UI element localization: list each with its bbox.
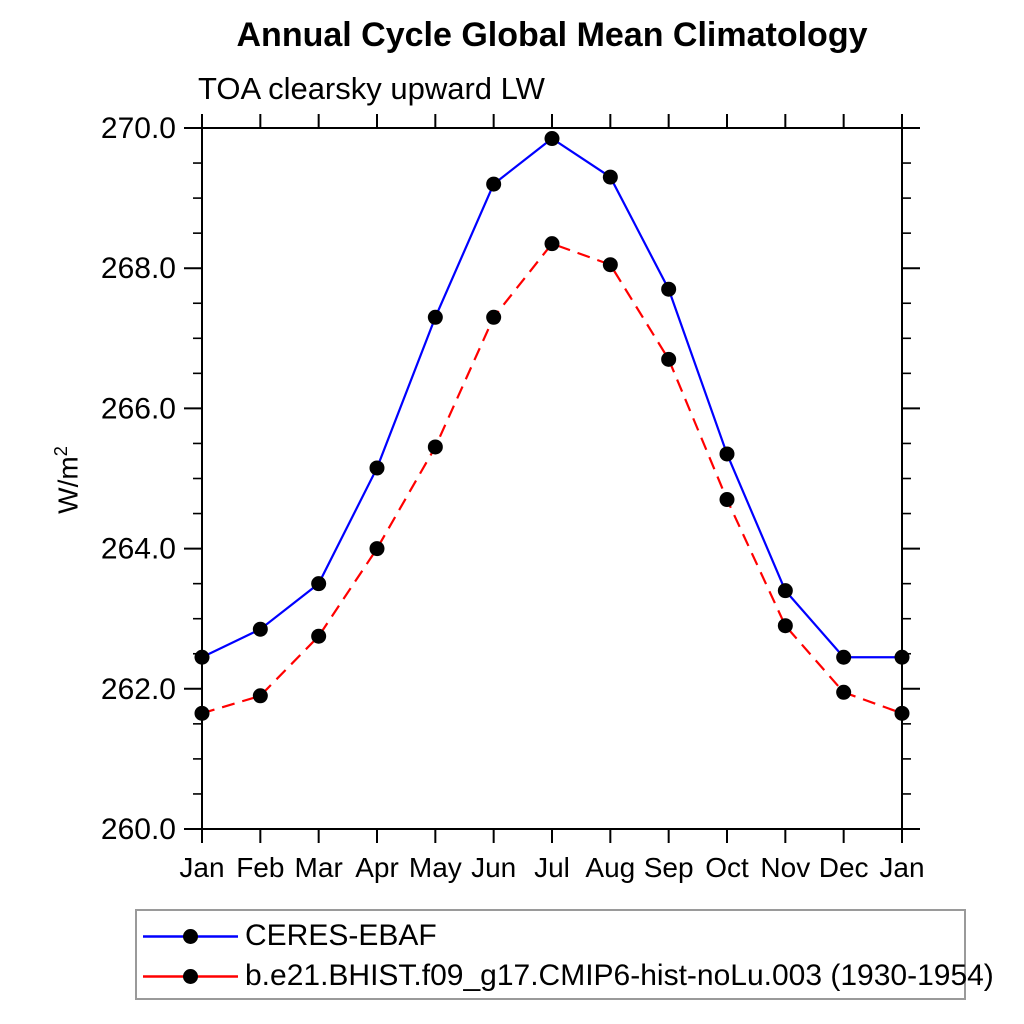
y-axis-tick-label: 266.0: [101, 392, 176, 425]
data-point-marker: [252, 621, 268, 637]
x-axis-tick-label: Aug: [585, 852, 635, 883]
x-axis-tick-label: Jun: [471, 852, 516, 883]
legend-item-label: CERES-EBAF: [245, 919, 437, 952]
legend-solid-line-dot-icon: [143, 928, 238, 944]
x-axis-tick-label: Jan: [179, 852, 224, 883]
legend-item: b.e21.BHIST.f09_g17.CMIP6-hist-noLu.003 …: [142, 956, 994, 996]
x-axis-tick-label: Feb: [236, 852, 284, 883]
legend-dashed-line-dot-icon: [143, 968, 238, 984]
x-axis-tick-label: Oct: [705, 852, 749, 883]
data-point-marker: [602, 257, 618, 273]
y-axis-tick-label: 268.0: [101, 252, 176, 285]
data-point-marker: [836, 649, 852, 665]
x-axis-tick-label: Mar: [295, 852, 343, 883]
data-point-marker: [894, 649, 910, 665]
data-point-marker: [661, 281, 677, 297]
data-point-marker: [311, 576, 327, 592]
legend-item: CERES-EBAF: [142, 916, 964, 956]
data-point-marker: [719, 446, 735, 462]
data-point-marker: [719, 492, 735, 508]
y-axis-tick-label: 260.0: [101, 813, 176, 846]
x-axis-tick-label: Nov: [760, 852, 810, 883]
data-point-marker: [311, 628, 327, 644]
series-line: [201, 137, 902, 659]
data-point-marker: [252, 688, 268, 704]
data-point-marker: [369, 460, 385, 476]
y-axis-tick-label: 262.0: [101, 673, 176, 706]
data-point-marker: [777, 583, 793, 599]
data-point-marker: [544, 236, 560, 252]
x-axis-tick-label: May: [409, 852, 462, 883]
data-point-marker: [369, 541, 385, 557]
y-axis-tick-label: 264.0: [101, 533, 176, 566]
data-point-marker: [427, 439, 443, 455]
data-point-marker: [427, 309, 443, 325]
data-point-marker: [777, 618, 793, 634]
legend: CERES-EBAF b.e21.BHIST.f09_g17.CMIP6-his…: [135, 909, 994, 1000]
data-point-marker: [661, 351, 677, 367]
x-axis-tick-label: Sep: [644, 852, 694, 883]
data-point-marker: [194, 649, 210, 665]
chart-subtitle: TOA clearsky upward LW: [198, 71, 545, 106]
data-point-marker: [486, 309, 502, 325]
data-point-marker: [486, 176, 502, 192]
x-axis-tick-label: Apr: [355, 852, 399, 883]
data-point-marker: [602, 169, 618, 185]
legend-dot-marker: [183, 968, 198, 984]
y-axis-tick-label: 270.0: [101, 112, 176, 145]
legend-item-label: b.e21.BHIST.f09_g17.CMIP6-hist-noLu.003 …: [245, 959, 994, 992]
x-axis-tick-label: Dec: [819, 852, 869, 883]
data-point-marker: [194, 705, 210, 721]
plot-box: [201, 127, 903, 830]
legend-dot-marker: [183, 928, 198, 944]
data-point-marker: [544, 131, 560, 147]
x-axis-tick-label: Jan: [879, 852, 924, 883]
data-point-marker: [836, 684, 852, 700]
chart-title: Annual Cycle Global Mean Climatology: [236, 16, 868, 54]
series-line: [201, 242, 903, 715]
data-point-marker: [894, 705, 910, 721]
x-axis-tick-label: Jul: [534, 852, 570, 883]
